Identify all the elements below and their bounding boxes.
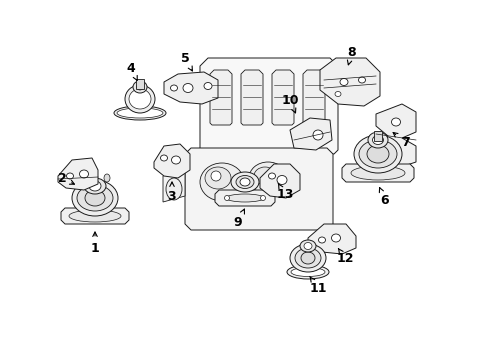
Polygon shape	[215, 190, 274, 206]
Text: 8: 8	[346, 45, 356, 65]
Polygon shape	[200, 58, 337, 154]
Ellipse shape	[334, 91, 340, 96]
Ellipse shape	[358, 140, 396, 168]
Ellipse shape	[353, 135, 401, 173]
Ellipse shape	[89, 181, 101, 191]
Ellipse shape	[391, 118, 400, 126]
Ellipse shape	[294, 248, 320, 268]
Ellipse shape	[104, 174, 110, 182]
Bar	[136, 79, 143, 89]
Ellipse shape	[253, 167, 275, 185]
Text: 11: 11	[308, 276, 326, 294]
Ellipse shape	[80, 170, 88, 178]
Ellipse shape	[350, 166, 404, 180]
Ellipse shape	[391, 150, 400, 158]
Bar	[373, 131, 381, 141]
Ellipse shape	[230, 172, 259, 192]
Ellipse shape	[299, 240, 315, 252]
Ellipse shape	[301, 252, 314, 264]
Text: 5: 5	[180, 51, 192, 71]
Polygon shape	[319, 58, 379, 106]
Ellipse shape	[129, 89, 151, 109]
Ellipse shape	[66, 173, 73, 179]
Ellipse shape	[312, 130, 323, 140]
Ellipse shape	[80, 174, 86, 182]
Polygon shape	[307, 224, 355, 254]
Polygon shape	[154, 144, 190, 178]
Text: 4: 4	[126, 62, 137, 80]
Polygon shape	[271, 70, 293, 125]
Ellipse shape	[72, 180, 118, 216]
Ellipse shape	[225, 194, 264, 202]
Ellipse shape	[236, 175, 253, 189]
Polygon shape	[341, 164, 413, 182]
Ellipse shape	[224, 195, 229, 201]
Polygon shape	[373, 104, 415, 168]
Text: 10: 10	[281, 94, 298, 113]
Ellipse shape	[133, 81, 147, 93]
Ellipse shape	[304, 243, 311, 249]
Ellipse shape	[210, 171, 221, 181]
Ellipse shape	[165, 178, 182, 200]
Ellipse shape	[339, 78, 347, 85]
Ellipse shape	[117, 108, 163, 118]
Ellipse shape	[125, 85, 155, 113]
Text: 6: 6	[379, 188, 388, 207]
Text: 1: 1	[90, 232, 99, 255]
Polygon shape	[184, 148, 332, 230]
Ellipse shape	[240, 178, 249, 186]
Ellipse shape	[331, 234, 340, 242]
Ellipse shape	[366, 145, 388, 163]
Ellipse shape	[286, 265, 328, 279]
Polygon shape	[61, 208, 129, 224]
Ellipse shape	[114, 106, 165, 120]
Ellipse shape	[358, 77, 365, 83]
Ellipse shape	[268, 173, 275, 179]
Ellipse shape	[200, 163, 244, 201]
Ellipse shape	[248, 162, 286, 194]
Polygon shape	[303, 70, 325, 125]
Text: 3: 3	[167, 182, 176, 202]
Text: 9: 9	[233, 209, 244, 229]
Ellipse shape	[170, 85, 177, 91]
Polygon shape	[163, 72, 218, 104]
Text: 12: 12	[336, 249, 353, 265]
Polygon shape	[260, 164, 299, 198]
Ellipse shape	[85, 190, 105, 206]
Ellipse shape	[203, 82, 212, 90]
Ellipse shape	[77, 185, 113, 211]
Ellipse shape	[160, 155, 167, 161]
Ellipse shape	[290, 267, 325, 276]
Text: 2: 2	[58, 171, 74, 184]
Ellipse shape	[276, 175, 286, 184]
Text: 7: 7	[392, 132, 408, 148]
Ellipse shape	[318, 237, 325, 243]
Ellipse shape	[204, 167, 230, 189]
Ellipse shape	[367, 132, 387, 148]
Ellipse shape	[171, 156, 180, 164]
Ellipse shape	[260, 195, 265, 201]
Polygon shape	[209, 70, 231, 125]
Polygon shape	[163, 168, 184, 202]
Polygon shape	[241, 70, 263, 125]
Ellipse shape	[372, 135, 383, 144]
Ellipse shape	[84, 178, 106, 194]
Ellipse shape	[289, 244, 325, 272]
Polygon shape	[58, 158, 98, 190]
Ellipse shape	[183, 84, 193, 93]
Polygon shape	[289, 118, 331, 150]
Ellipse shape	[136, 84, 143, 90]
Ellipse shape	[69, 210, 121, 222]
Text: 13: 13	[276, 183, 293, 202]
